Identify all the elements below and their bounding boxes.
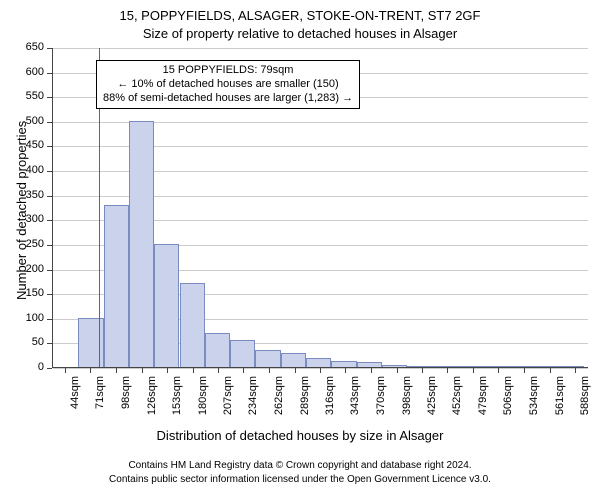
histogram-bar: [458, 366, 483, 367]
x-tick-label: 425sqm: [426, 376, 438, 426]
histogram-bar: [205, 333, 230, 367]
y-tick-label: 650: [0, 41, 44, 53]
y-tick-label: 350: [0, 189, 44, 201]
histogram-bar: [433, 366, 458, 367]
x-tick: [397, 368, 398, 373]
y-tick-label: 300: [0, 213, 44, 225]
y-tick: [47, 319, 52, 320]
histogram-bar: [331, 361, 356, 367]
x-tick: [116, 368, 117, 373]
y-tick: [47, 245, 52, 246]
histogram-bar: [508, 366, 533, 367]
y-tick: [47, 196, 52, 197]
annotation-line-3: 88% of semi-detached houses are larger (…: [103, 92, 353, 106]
x-tick-label: 534sqm: [528, 376, 540, 426]
x-tick-label: 262sqm: [273, 376, 285, 426]
x-tick: [447, 368, 448, 373]
x-tick: [320, 368, 321, 373]
histogram-bar: [180, 283, 205, 367]
x-tick-label: 98sqm: [120, 376, 132, 426]
annotation-box: 15 POPPYFIELDS: 79sqm ← 10% of detached …: [96, 60, 360, 109]
x-tick: [142, 368, 143, 373]
histogram-bar: [281, 353, 306, 367]
x-tick-label: 126sqm: [146, 376, 158, 426]
x-tick-label: 398sqm: [401, 376, 413, 426]
histogram-bar: [382, 365, 407, 367]
x-tick: [90, 368, 91, 373]
x-tick: [218, 368, 219, 373]
x-tick-label: 207sqm: [222, 376, 234, 426]
y-tick: [47, 97, 52, 98]
histogram-bar: [559, 366, 584, 367]
histogram-bar: [407, 366, 432, 367]
x-tick: [65, 368, 66, 373]
annotation-line-2: ← 10% of detached houses are smaller (15…: [103, 78, 353, 92]
x-tick: [269, 368, 270, 373]
x-tick: [193, 368, 194, 373]
x-tick-label: 588sqm: [579, 376, 591, 426]
x-tick: [167, 368, 168, 373]
x-tick-label: 234sqm: [247, 376, 259, 426]
footer-line-1: Contains HM Land Registry data © Crown c…: [0, 460, 600, 471]
x-tick: [498, 368, 499, 373]
histogram-bar: [306, 358, 331, 367]
histogram-bar: [534, 366, 559, 367]
x-tick: [243, 368, 244, 373]
y-tick: [47, 270, 52, 271]
footer-line-2: Contains public sector information licen…: [0, 474, 600, 485]
histogram-bar: [230, 340, 255, 367]
x-tick-label: 452sqm: [451, 376, 463, 426]
y-tick-label: 50: [0, 336, 44, 348]
x-tick-label: 71sqm: [94, 376, 106, 426]
x-tick-label: 44sqm: [69, 376, 81, 426]
x-axis-label: Distribution of detached houses by size …: [0, 428, 600, 443]
histogram-bar: [483, 366, 508, 367]
x-tick: [524, 368, 525, 373]
x-tick-label: 561sqm: [554, 376, 566, 426]
y-tick-label: 100: [0, 312, 44, 324]
chart-title-main: 15, POPPYFIELDS, ALSAGER, STOKE-ON-TRENT…: [0, 8, 600, 23]
annotation-line-1: 15 POPPYFIELDS: 79sqm: [103, 64, 353, 78]
histogram-bar: [154, 244, 179, 367]
y-tick-label: 450: [0, 139, 44, 151]
histogram-bar: [104, 205, 129, 367]
x-tick: [422, 368, 423, 373]
y-tick-label: 550: [0, 90, 44, 102]
chart-title-sub: Size of property relative to detached ho…: [0, 26, 600, 41]
y-tick-label: 250: [0, 238, 44, 250]
x-tick-label: 180sqm: [197, 376, 209, 426]
y-tick: [47, 220, 52, 221]
y-tick-label: 500: [0, 115, 44, 127]
y-tick: [47, 146, 52, 147]
x-tick-label: 370sqm: [375, 376, 387, 426]
x-tick: [575, 368, 576, 373]
y-tick: [47, 122, 52, 123]
y-tick: [47, 368, 52, 369]
y-tick-label: 400: [0, 164, 44, 176]
x-tick: [473, 368, 474, 373]
x-tick: [345, 368, 346, 373]
y-tick: [47, 343, 52, 344]
x-tick-label: 316sqm: [324, 376, 336, 426]
histogram-bar: [357, 362, 382, 367]
grid-line: [53, 48, 588, 49]
x-tick: [295, 368, 296, 373]
y-tick: [47, 48, 52, 49]
x-tick: [371, 368, 372, 373]
x-tick-label: 479sqm: [477, 376, 489, 426]
y-tick-label: 200: [0, 263, 44, 275]
x-tick-label: 506sqm: [502, 376, 514, 426]
y-tick-label: 600: [0, 66, 44, 78]
y-tick: [47, 73, 52, 74]
x-tick-label: 153sqm: [171, 376, 183, 426]
histogram-bar: [129, 121, 154, 367]
x-tick-label: 289sqm: [299, 376, 311, 426]
y-tick-label: 0: [0, 361, 44, 373]
x-tick-label: 343sqm: [349, 376, 361, 426]
x-tick: [550, 368, 551, 373]
histogram-bar: [255, 350, 280, 367]
y-tick: [47, 294, 52, 295]
y-tick: [47, 171, 52, 172]
y-tick-label: 150: [0, 287, 44, 299]
